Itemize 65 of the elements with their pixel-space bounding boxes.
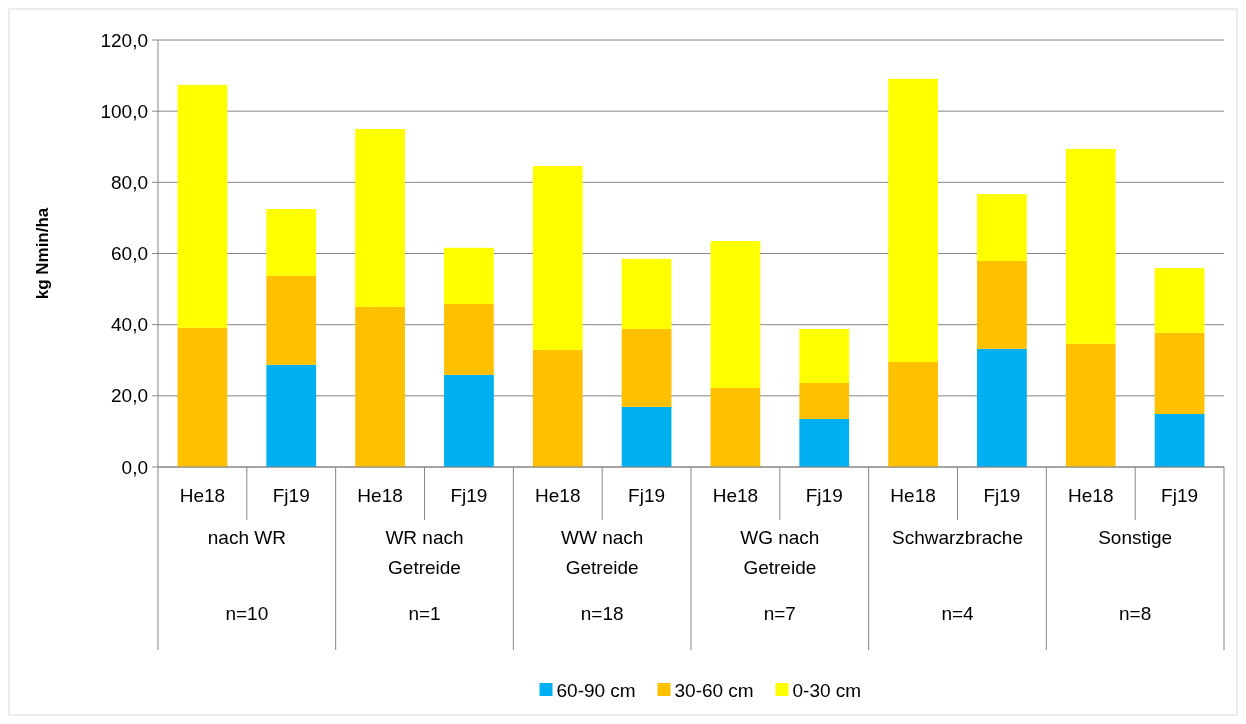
bar bbox=[1065, 148, 1116, 344]
bar bbox=[710, 241, 761, 389]
bar bbox=[355, 128, 405, 307]
bar bbox=[1154, 268, 1205, 333]
x-tick-label: He18 bbox=[357, 484, 403, 506]
x-tick-label: Fj19 bbox=[983, 484, 1021, 506]
x-tick-label: Fj19 bbox=[272, 484, 310, 506]
text: WG nach Getreide bbox=[740, 527, 820, 578]
text: n=18 bbox=[580, 603, 624, 624]
y-tick-label: 60,0 bbox=[111, 243, 148, 265]
bar bbox=[177, 327, 228, 467]
bar bbox=[532, 165, 583, 350]
y-tick-label: 100,0 bbox=[100, 100, 148, 122]
text: n=8 bbox=[1119, 603, 1152, 624]
text: Sonstige bbox=[1098, 527, 1173, 548]
y-tick-label: 0,0 bbox=[121, 456, 148, 478]
bar bbox=[1065, 343, 1116, 467]
x-tick-label: He18 bbox=[1068, 484, 1114, 506]
bar bbox=[266, 275, 317, 365]
bar bbox=[177, 84, 228, 328]
bar bbox=[977, 194, 1027, 261]
x-tick-label: He18 bbox=[179, 484, 226, 506]
text: n=10 bbox=[225, 603, 269, 624]
bar bbox=[799, 418, 850, 467]
bar bbox=[532, 349, 583, 467]
bar bbox=[799, 328, 850, 384]
text: WR nach Getreide bbox=[385, 527, 464, 578]
bar bbox=[621, 258, 672, 329]
bar bbox=[710, 388, 761, 467]
bar bbox=[799, 383, 850, 419]
x-tick-label: He18 bbox=[890, 484, 936, 506]
bar bbox=[444, 304, 494, 375]
legend-label: 60-90 cm bbox=[556, 679, 636, 701]
x-tick-label: He18 bbox=[712, 484, 759, 506]
bar bbox=[977, 348, 1027, 467]
x-tick-label: Fj19 bbox=[628, 484, 666, 506]
x-tick-label: Fj19 bbox=[1161, 484, 1199, 506]
text: n=7 bbox=[763, 603, 796, 624]
legend-label: 0-30 cm bbox=[792, 679, 862, 701]
x-tick-label: Fj19 bbox=[805, 484, 843, 506]
y-tick-label: 120,0 bbox=[100, 29, 148, 51]
bar bbox=[1154, 332, 1205, 414]
bar bbox=[444, 247, 494, 305]
y-axis-title: kg Nmin/ha bbox=[33, 207, 52, 300]
text: WW nach Getreide bbox=[560, 527, 644, 578]
bar bbox=[1154, 413, 1205, 467]
y-tick-label: 20,0 bbox=[111, 385, 148, 407]
text: n=4 bbox=[941, 603, 975, 624]
y-tick-label: 40,0 bbox=[111, 314, 148, 336]
y-tick-label: 80,0 bbox=[111, 171, 148, 193]
bar bbox=[444, 374, 494, 467]
text: n=1 bbox=[408, 603, 441, 624]
bar bbox=[888, 362, 938, 467]
bar bbox=[266, 364, 317, 467]
bar bbox=[888, 78, 938, 363]
bar bbox=[355, 306, 405, 467]
bar bbox=[266, 209, 317, 276]
legend-label: 30-60 cm bbox=[674, 679, 754, 701]
bar bbox=[977, 260, 1027, 349]
text: nach WR bbox=[207, 527, 286, 548]
bar bbox=[621, 328, 672, 407]
x-tick-label: Fj19 bbox=[450, 484, 488, 506]
text: Schwarzbrache bbox=[892, 527, 1023, 548]
bar bbox=[621, 406, 672, 467]
x-tick-label: He18 bbox=[535, 484, 581, 506]
